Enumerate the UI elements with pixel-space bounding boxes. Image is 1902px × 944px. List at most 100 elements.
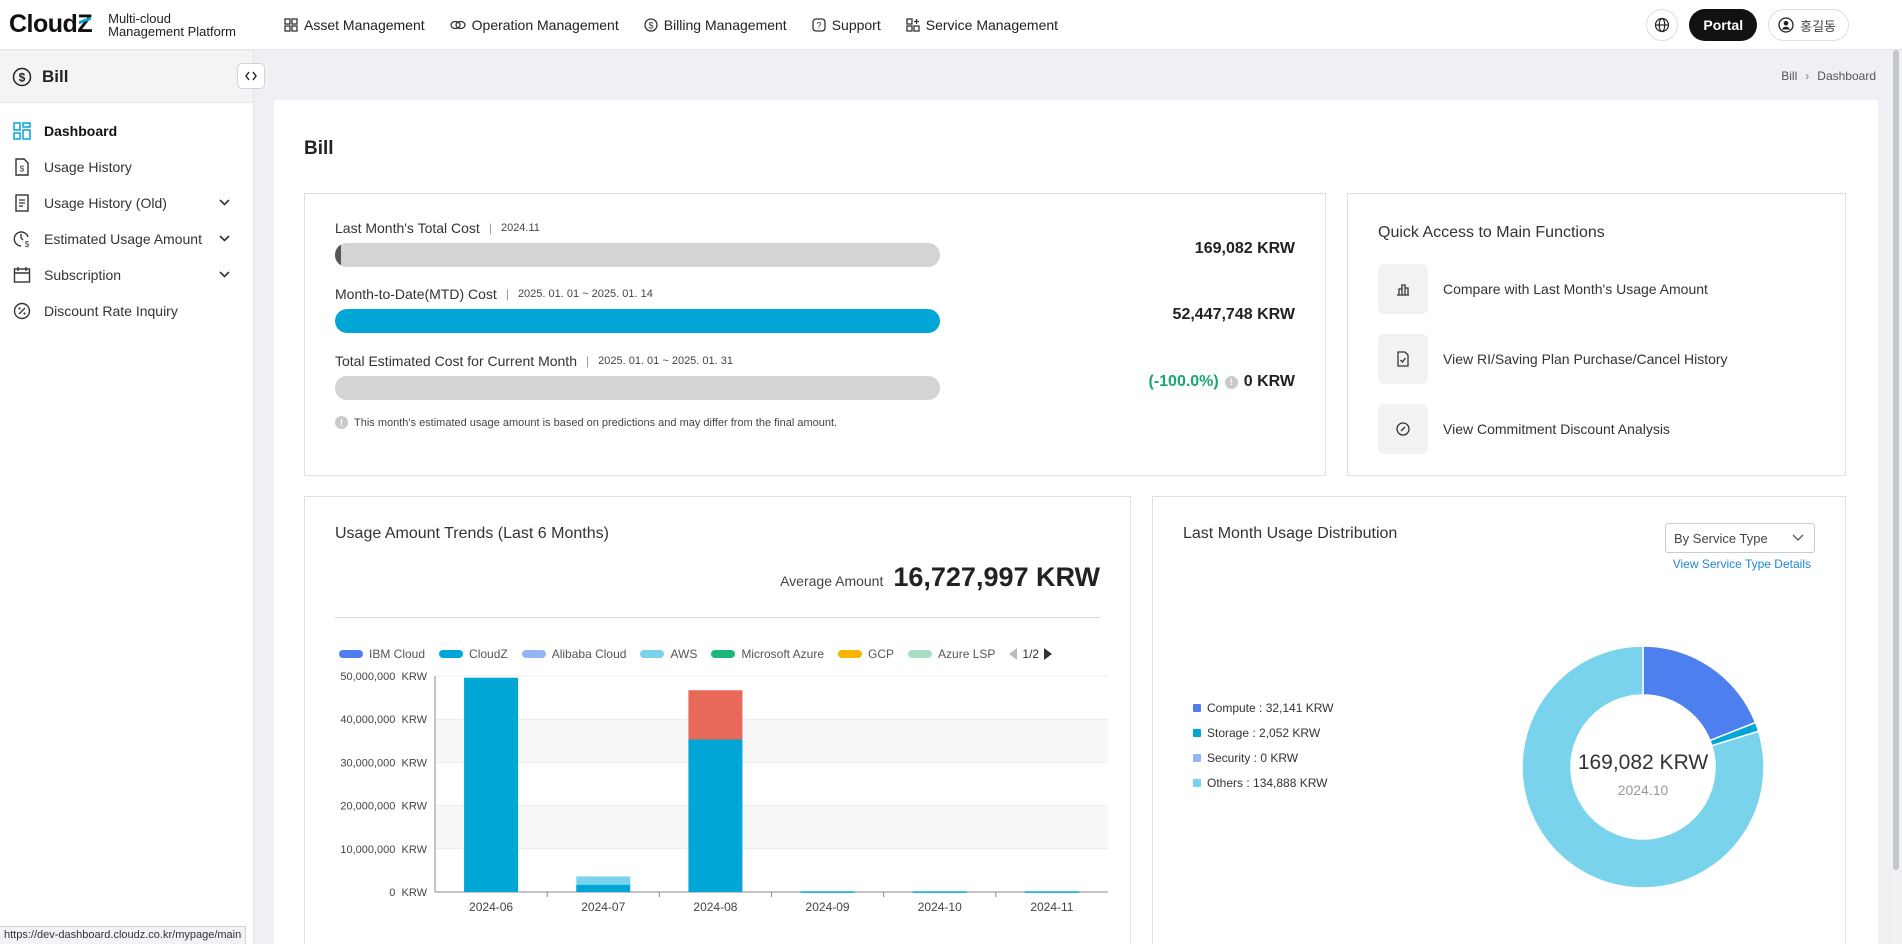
sidebar-item-usage-history[interactable]: $ Usage History xyxy=(0,149,253,185)
legend-item[interactable]: GCP xyxy=(838,647,894,661)
dollar-circle-icon: $ xyxy=(12,67,32,86)
sidebar-item-discount-rate[interactable]: Discount Rate Inquiry xyxy=(0,293,253,329)
average-amount: Average Amount 16,727,997 KRW xyxy=(780,562,1100,593)
legend-swatch xyxy=(711,650,736,658)
cost-label-text: Last Month's Total Cost xyxy=(335,220,480,236)
sidebar-item-label: Dashboard xyxy=(44,123,118,139)
grid-band xyxy=(435,719,1108,763)
dashboard-icon xyxy=(12,121,32,141)
legend-label: Compute : 32,141 KRW xyxy=(1207,700,1334,715)
legend-dot xyxy=(1193,753,1201,762)
scrollbar-thumb[interactable] xyxy=(1893,50,1899,870)
cost-value: (-100.0%) ! 0 KRW xyxy=(1148,373,1295,391)
bar-segment-cloudz[interactable] xyxy=(800,891,855,893)
quick-item-label: Compare with Last Month's Usage Amount xyxy=(1443,281,1708,297)
x-tick-label: 2024-10 xyxy=(918,900,962,914)
bar-segment-cloudz[interactable] xyxy=(1024,891,1079,893)
caret-right-icon[interactable] xyxy=(1043,648,1053,660)
legend-item[interactable]: IBM Cloud xyxy=(339,647,425,661)
cost-label: Total Estimated Cost for Current Month |… xyxy=(335,353,1295,369)
chevron-down-icon xyxy=(219,271,230,278)
legend-item[interactable]: Alibaba Cloud xyxy=(521,647,626,661)
cost-change-percent: (-100.0%) xyxy=(1148,373,1219,390)
bar-chart-icon xyxy=(1378,264,1428,314)
cost-progress-fill xyxy=(335,243,341,267)
service-type-details-link[interactable]: View Service Type Details xyxy=(1672,557,1811,571)
sidebar-item-estimated-usage[interactable]: $ Estimated Usage Amount xyxy=(0,221,253,257)
x-tick-label: 2024-07 xyxy=(581,900,625,914)
language-button[interactable] xyxy=(1646,9,1679,41)
link-icon xyxy=(449,20,466,29)
quick-access-panel: Quick Access to Main Functions Compare w… xyxy=(1347,193,1846,476)
sidebar-collapse-button[interactable] xyxy=(237,63,265,89)
sidebar-item-usage-history-old[interactable]: Usage History (Old) xyxy=(0,185,253,221)
distribution-legend-item: Others : 134,888 KRW xyxy=(1193,770,1334,795)
page-scrollbar[interactable] xyxy=(1890,50,1902,944)
legend-label: Security : 0 KRW xyxy=(1207,750,1299,765)
apps-icon xyxy=(906,17,920,32)
divider: | xyxy=(488,221,492,235)
quick-compare-last-month[interactable]: Compare with Last Month's Usage Amount xyxy=(1378,264,1708,314)
gauge-icon xyxy=(1378,404,1428,454)
svg-text:$: $ xyxy=(648,20,653,30)
sidebar-item-dashboard[interactable]: Dashboard xyxy=(0,113,253,149)
estimated-value: 0 KRW xyxy=(1243,373,1295,390)
chart-legend: IBM Cloud CloudZ Alibaba Cloud AWS Microsoft… xyxy=(339,647,1053,661)
bar-segment-other[interactable] xyxy=(688,690,743,740)
legend-label: Storage : 2,052 KRW xyxy=(1207,725,1321,740)
info-icon[interactable]: ! xyxy=(1224,375,1238,389)
average-value: 16,727,997 KRW xyxy=(893,562,1100,592)
clock-dollar-icon: $ xyxy=(12,229,32,249)
caret-left-icon[interactable] xyxy=(1009,648,1018,660)
nav-billing-management[interactable]: $ Billing Management xyxy=(644,17,787,33)
sidebar-item-subscription[interactable]: Subscription xyxy=(0,257,253,293)
legend-item[interactable]: CloudZ xyxy=(439,647,508,661)
cost-progress-fill xyxy=(335,309,940,333)
chevron-down-icon xyxy=(219,235,230,242)
service-type-select[interactable]: By Service Type xyxy=(1665,523,1815,553)
donut-slice-others[interactable] xyxy=(1521,645,1765,889)
portal-button[interactable]: Portal xyxy=(1689,9,1758,41)
logo-subtitle: Multi-cloud Management Platform xyxy=(108,10,237,39)
grid-band xyxy=(435,848,1108,892)
svg-text:$: $ xyxy=(19,70,26,84)
bar-segment-cloudz[interactable] xyxy=(688,739,743,892)
bar-segment-aws[interactable] xyxy=(576,876,631,885)
legend-item[interactable]: AWS xyxy=(640,647,697,661)
breadcrumb: Bill › Dashboard xyxy=(1781,69,1876,83)
average-label: Average Amount xyxy=(780,573,884,589)
legend-pagination: 1/2 xyxy=(1009,647,1053,661)
nav-asset-management[interactable]: Asset Management xyxy=(284,17,425,33)
receipt-icon xyxy=(12,193,32,213)
nav-support[interactable]: ? Support xyxy=(812,17,881,33)
legend-item[interactable]: Azure LSP xyxy=(908,647,995,661)
cloudz-logo[interactable]: CloudZ Multi-cloud Management Platform xyxy=(9,0,236,50)
nav-operation-management[interactable]: Operation Management xyxy=(449,17,619,33)
sidebar-item-label: Discount Rate Inquiry xyxy=(44,303,178,319)
bar-segment-cloudz[interactable] xyxy=(912,891,967,893)
bar-segment-cloudz[interactable] xyxy=(464,677,519,892)
last-month-cost-row: Last Month's Total Cost | 2024.11 169,08… xyxy=(335,220,1295,267)
legend-label: Microsoft Azure xyxy=(741,647,825,661)
distribution-title: Last Month Usage Distribution xyxy=(1183,525,1398,542)
quick-ri-saving-history[interactable]: View RI/Saving Plan Purchase/Cancel Hist… xyxy=(1378,334,1728,384)
cost-value: 169,082 KRW xyxy=(1194,240,1295,257)
cost-label-text: Month-to-Date(MTD) Cost xyxy=(335,286,497,302)
distribution-legend-item: Storage : 2,052 KRW xyxy=(1193,720,1334,745)
breadcrumb-item-bill[interactable]: Bill xyxy=(1781,69,1798,83)
header-actions: Portal 홍길동 xyxy=(1646,0,1902,50)
calendar-icon xyxy=(12,265,32,285)
cost-date: 2025. 01. 01 ~ 2025. 01. 14 xyxy=(517,288,653,300)
nav-service-management[interactable]: Service Management xyxy=(906,17,1058,33)
grid-band xyxy=(435,762,1108,806)
legend-item[interactable]: Microsoft Azure xyxy=(711,647,824,661)
page-title: Bill xyxy=(304,138,334,159)
quick-commitment-analysis[interactable]: View Commitment Discount Analysis xyxy=(1378,404,1670,454)
bar-segment-cloudz[interactable] xyxy=(576,884,631,892)
chevron-down-icon xyxy=(219,199,230,206)
legend-dot xyxy=(1193,778,1201,787)
user-menu-button[interactable]: 홍길동 xyxy=(1768,9,1849,41)
breadcrumb-item-dashboard: Dashboard xyxy=(1817,69,1876,83)
main-content: Bill Last Month's Total Cost | 2024.11 1… xyxy=(274,100,1878,944)
donut-slice-compute[interactable] xyxy=(1642,645,1757,742)
